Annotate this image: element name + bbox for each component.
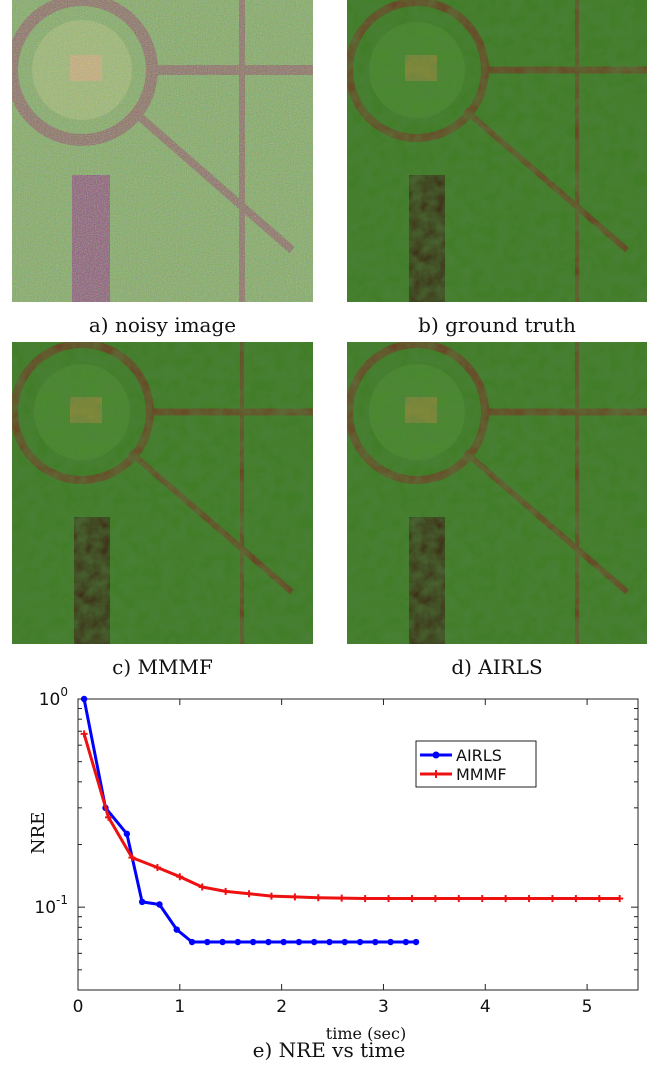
data-point-mmmf (479, 895, 486, 902)
data-point-airls (250, 939, 256, 945)
data-point-airls (265, 939, 271, 945)
data-point-airls (326, 939, 332, 945)
data-point-mmmf (616, 895, 623, 902)
data-point-airls (357, 939, 363, 945)
data-point-mmmf (246, 890, 253, 897)
noisy-image (12, 0, 313, 302)
y-tick-label: 100 (39, 685, 68, 710)
series-line-airls (84, 699, 416, 942)
data-point-airls (403, 939, 409, 945)
data-point-mmmf (385, 895, 392, 902)
chart-ticks: 0 1 2 3 4 5 100 10-1 (34, 685, 638, 1017)
data-point-airls (174, 926, 180, 932)
chart-series (81, 696, 624, 945)
data-point-mmmf (502, 895, 509, 902)
data-point-airls (296, 939, 302, 945)
data-point-mmmf (315, 894, 322, 901)
chart-caption: e) NRE vs time (253, 1038, 406, 1062)
data-point-mmmf (549, 895, 556, 902)
legend-label-airls: AIRLS (456, 746, 502, 765)
caption-noisy-image: a) noisy image (12, 313, 313, 337)
data-point-mmmf (432, 895, 439, 902)
data-point-airls (81, 696, 87, 702)
data-point-airls (235, 939, 241, 945)
airls-panel (347, 342, 647, 644)
x-tick-label: 4 (480, 997, 491, 1017)
data-point-airls (387, 939, 393, 945)
data-point-airls (219, 939, 225, 945)
mmmf-image (12, 342, 313, 644)
mmmf-panel (12, 342, 313, 644)
x-tick-label: 1 (174, 997, 185, 1017)
data-point-mmmf (596, 895, 603, 902)
data-point-airls (124, 831, 130, 837)
data-point-mmmf (222, 888, 229, 895)
data-point-mmmf (408, 895, 415, 902)
ground-truth-image (347, 0, 647, 302)
plot-frame (78, 699, 638, 990)
y-tick-label: 10-1 (34, 893, 68, 918)
airls-image (347, 342, 647, 644)
data-point-mmmf (291, 893, 298, 900)
data-point-airls (189, 939, 195, 945)
series-airls (81, 696, 419, 945)
data-point-airls (311, 939, 317, 945)
data-point-airls (372, 939, 378, 945)
x-tick-label: 0 (73, 997, 84, 1017)
data-point-mmmf (362, 895, 369, 902)
series-line-mmmf (84, 734, 620, 899)
chart-axes (78, 699, 638, 990)
series-mmmf (81, 730, 624, 902)
data-point-mmmf (455, 895, 462, 902)
data-point-airls (342, 939, 348, 945)
data-point-airls (204, 939, 210, 945)
data-point-mmmf (338, 895, 345, 902)
data-point-airls (413, 939, 419, 945)
noisy-image-panel (12, 0, 313, 302)
ground-truth-panel (347, 0, 647, 302)
data-point-mmmf (526, 895, 533, 902)
data-point-airls (280, 939, 286, 945)
data-point-airls (139, 899, 145, 905)
data-point-mmmf (268, 893, 275, 900)
data-point-mmmf (572, 895, 579, 902)
x-tick-label: 2 (276, 997, 287, 1017)
data-point-airls (156, 901, 162, 907)
y-axis-label: NRE (28, 812, 49, 854)
x-tick-label: 5 (582, 997, 593, 1017)
x-tick-label: 3 (378, 997, 389, 1017)
caption-ground-truth: b) ground truth (347, 313, 647, 337)
legend-label-mmmf: MMMF (456, 765, 507, 784)
